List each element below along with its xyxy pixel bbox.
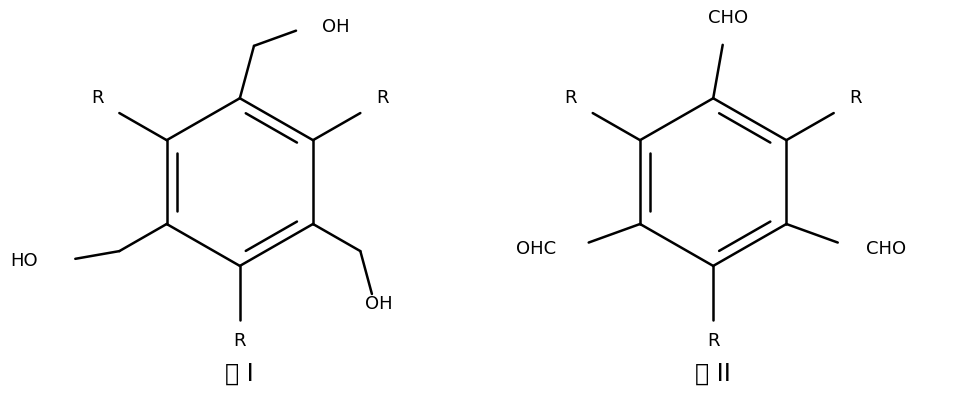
Text: R: R — [707, 332, 719, 350]
Text: CHO: CHO — [708, 9, 747, 27]
Text: OH: OH — [322, 18, 350, 36]
Text: R: R — [91, 89, 104, 107]
Text: OH: OH — [365, 295, 393, 313]
Text: R: R — [233, 332, 246, 350]
Text: 式 II: 式 II — [695, 361, 731, 385]
Text: OHC: OHC — [516, 240, 556, 258]
Text: R: R — [376, 89, 389, 107]
Text: HO: HO — [11, 252, 38, 269]
Text: R: R — [850, 89, 862, 107]
Text: R: R — [565, 89, 577, 107]
Text: 式 I: 式 I — [226, 361, 255, 385]
Text: CHO: CHO — [866, 240, 906, 258]
